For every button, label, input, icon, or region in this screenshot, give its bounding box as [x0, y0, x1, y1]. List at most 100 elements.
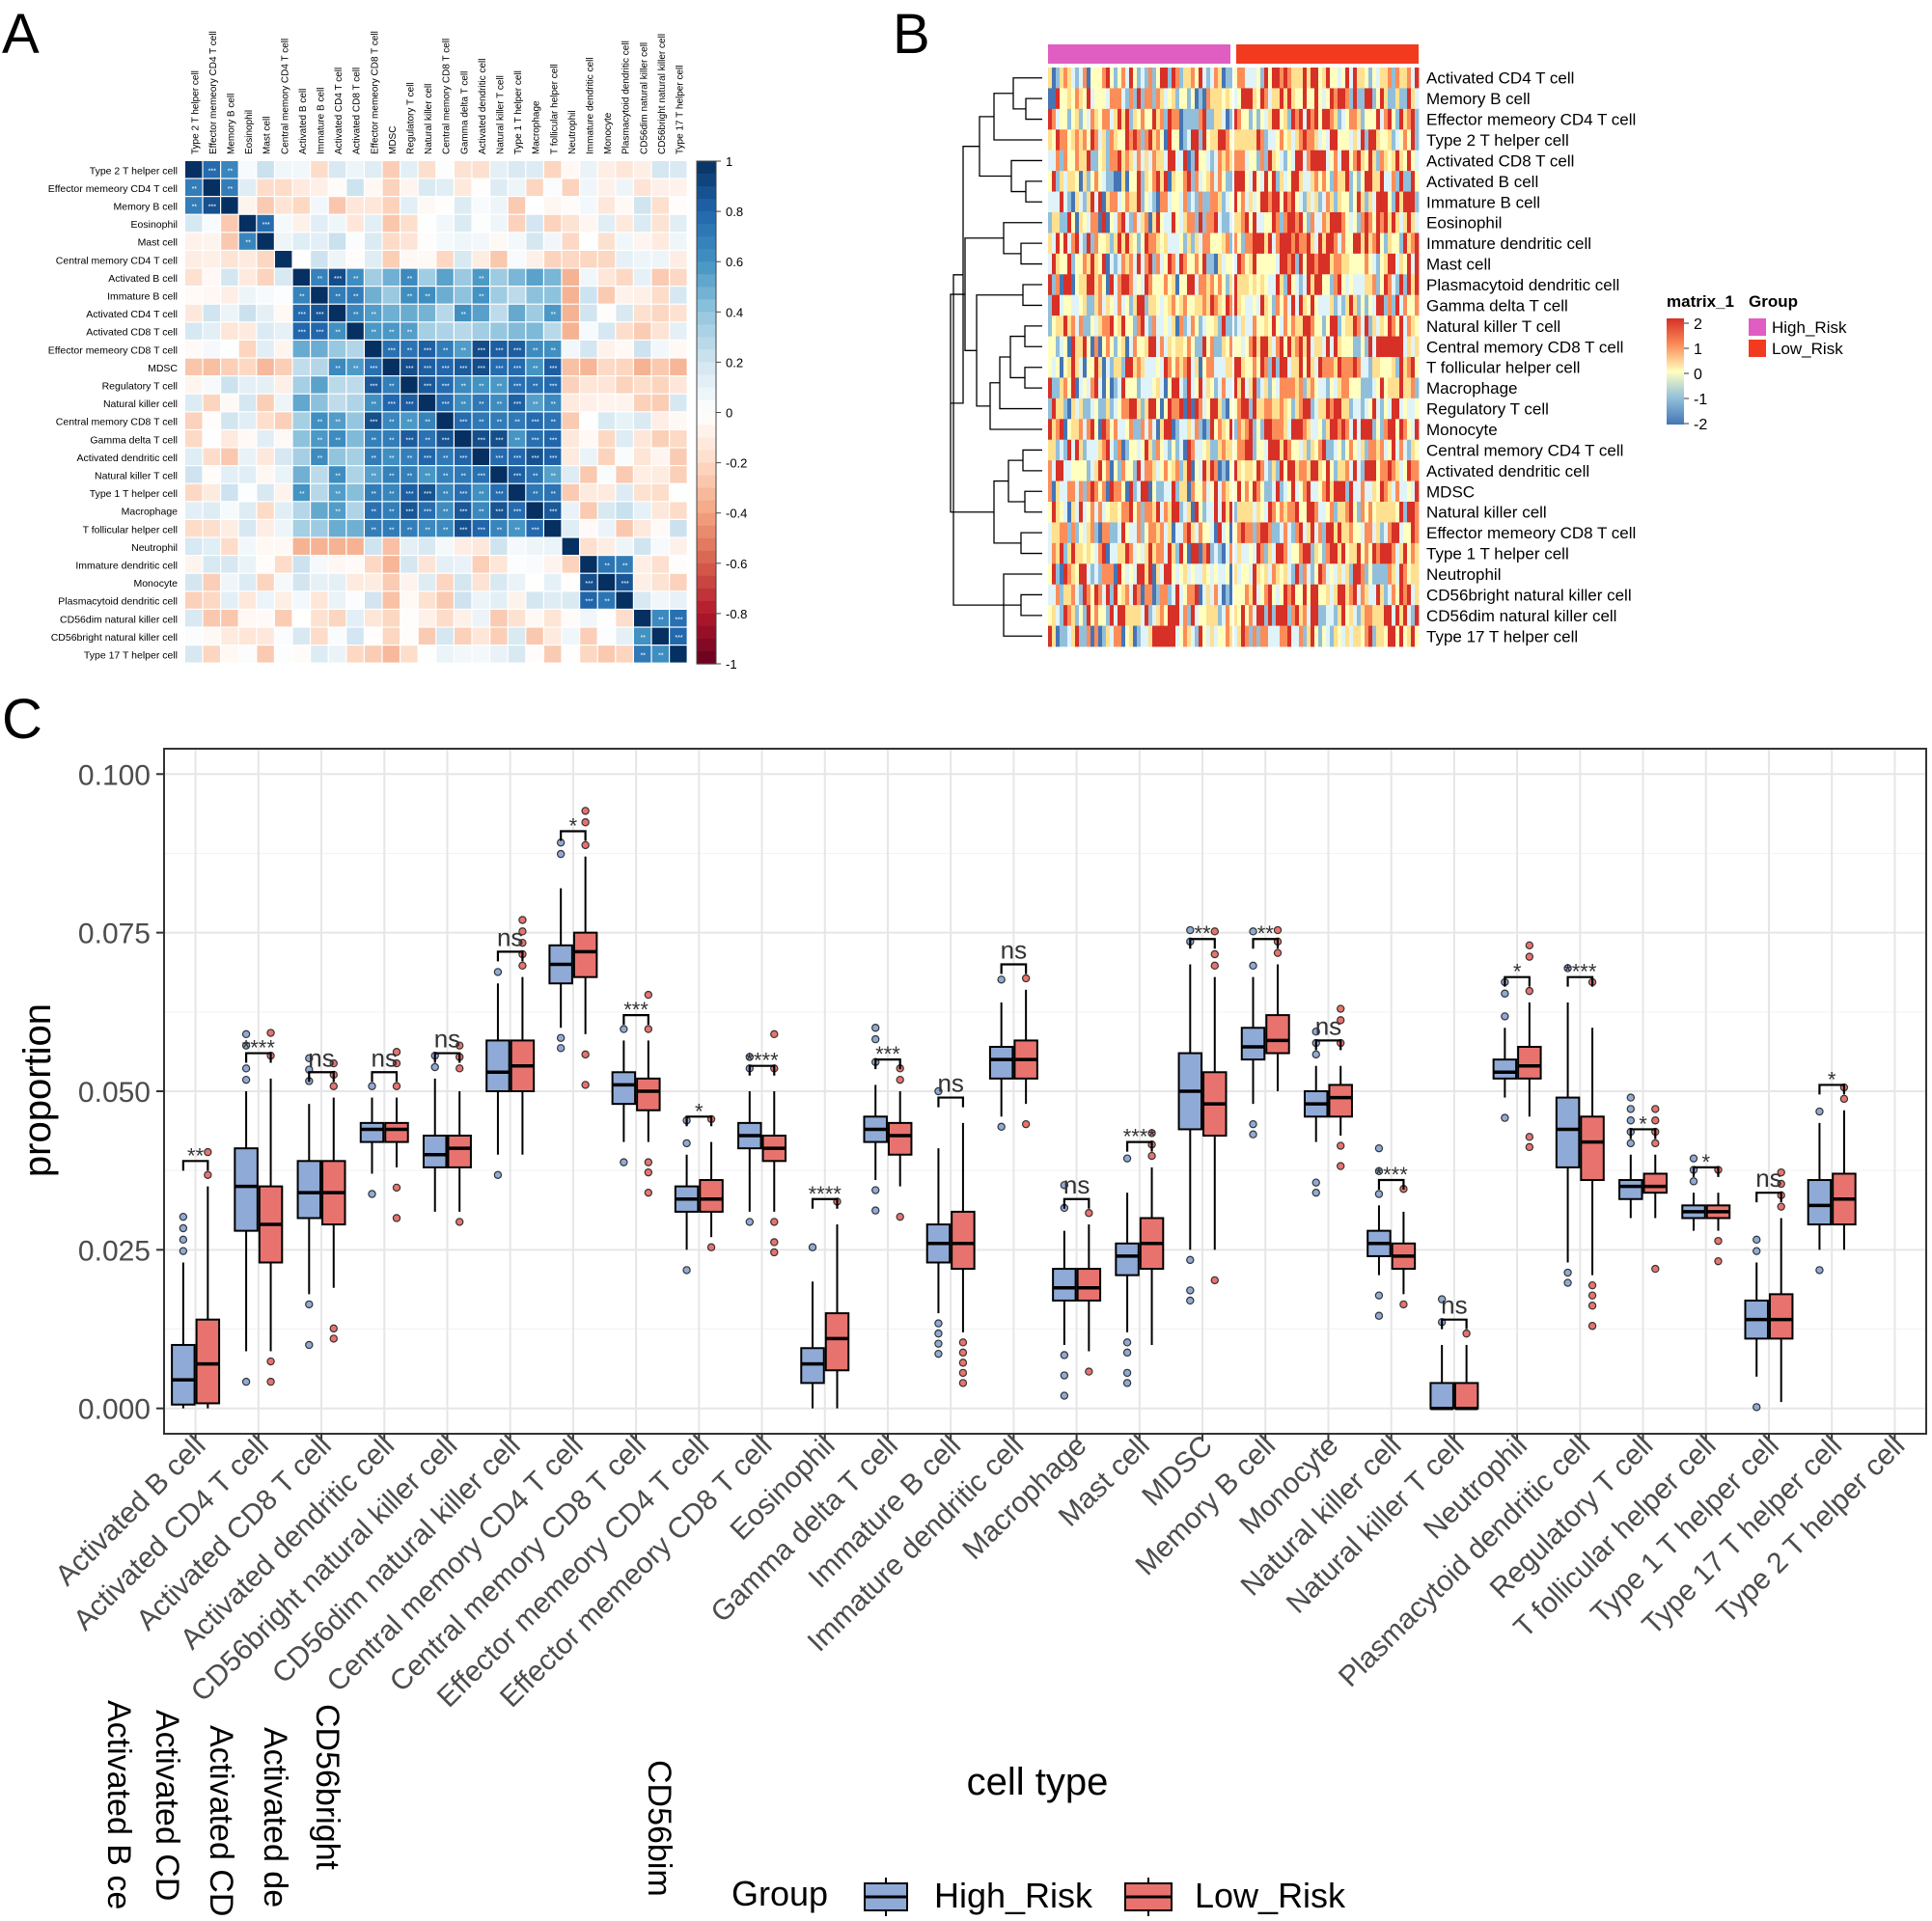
corr-sig-mark: **: [407, 276, 413, 283]
heatmap-cell: [1357, 316, 1362, 337]
heatmap-cell: [1395, 398, 1400, 420]
heatmap-cell: [1118, 377, 1122, 399]
heatmap-cell: [1152, 357, 1157, 378]
heatmap-cell: [1384, 336, 1389, 358]
heatmap-cell: [1361, 68, 1366, 89]
corr-sig-mark: **: [533, 347, 538, 354]
corr-cell: [472, 287, 489, 304]
heatmap-cell: [1206, 233, 1211, 255]
heatmap-cell: [1056, 439, 1061, 461]
heatmap-cell: [1114, 150, 1118, 172]
heatmap-cell: [1202, 191, 1207, 213]
heatmap-cell: [1376, 191, 1381, 213]
corr-cell: [490, 430, 508, 448]
heatmap-cell: [1233, 584, 1238, 606]
box-outlier: [1311, 1188, 1320, 1197]
heatmap-cell: [1137, 398, 1142, 420]
heatmap-cell: [1222, 274, 1227, 296]
heatmap-cell: [1048, 274, 1053, 296]
heatmap-cell: [1307, 171, 1311, 192]
corr-cell: [651, 466, 669, 483]
heatmap-cell: [1341, 625, 1346, 647]
corr-cell: [508, 322, 526, 340]
corr-cell: [203, 161, 220, 178]
corr-sig-mark: **: [228, 168, 234, 175]
heatmap-cell: [1380, 253, 1385, 275]
heatmap-cell: [1164, 563, 1169, 586]
corr-cell: [490, 322, 508, 340]
corr-cell: [580, 502, 597, 519]
heatmap-cell: [1283, 357, 1288, 378]
heatmap-cell: [1253, 212, 1257, 233]
heatmap-cell: [1179, 522, 1184, 544]
heatmap-cell: [1357, 171, 1362, 192]
colorbar-step: [697, 274, 716, 288]
heatmap-cell: [1384, 605, 1389, 626]
heatmap-cell: [1094, 88, 1099, 110]
heatmap-cell: [1268, 460, 1273, 481]
heatmap-cell: [1399, 377, 1404, 399]
box-outlier: [1462, 1329, 1471, 1338]
heatmap-cell: [1226, 398, 1230, 420]
heatmap-cell: [1307, 108, 1311, 130]
heatmap-cell: [1295, 129, 1300, 151]
heatmap-cell: [1148, 584, 1153, 606]
corr-cell: [597, 287, 616, 304]
heatmap-cell: [1083, 88, 1088, 110]
heatmap-cell: [1094, 605, 1099, 626]
corr-cell: [436, 627, 454, 645]
corr-cell: [275, 502, 292, 519]
heatmap-cell: [1253, 605, 1257, 626]
heatmap-cell: [1349, 212, 1354, 233]
heatmap-cell: [1179, 129, 1184, 151]
heatmap-cell: [1268, 419, 1273, 441]
heatmap-cell: [1380, 129, 1385, 151]
corr-column-label: Type 17 T helper cell: [676, 66, 686, 154]
corr-cell: [365, 412, 382, 429]
corr-sig-mark: **: [353, 276, 359, 283]
heatmap-cell: [1311, 171, 1315, 192]
heatmap-cell: [1129, 253, 1134, 275]
corr-cell: [203, 448, 220, 465]
heatmap-cell: [1253, 294, 1257, 316]
group-bar-low-risk: [1236, 44, 1419, 64]
heatmap-cell: [1245, 233, 1250, 255]
box-outlier: [1753, 1235, 1761, 1245]
heatmap-cell: [1172, 439, 1176, 461]
heatmap-cell: [1121, 150, 1126, 172]
corr-cell: [436, 573, 454, 591]
heatmap-cell: [1090, 480, 1095, 503]
corr-cell: [580, 322, 597, 340]
heatmap-cell: [1063, 480, 1068, 503]
heatmap-cell: [1368, 212, 1373, 233]
heatmap-cell: [1118, 460, 1122, 481]
corr-cell: [418, 520, 436, 537]
corr-cell: [526, 161, 543, 178]
corr-cell: [238, 394, 257, 412]
corr-cell: [185, 537, 203, 555]
corr-cell: [275, 520, 292, 537]
heatmap-cell: [1090, 502, 1095, 523]
heatmap-cell: [1145, 584, 1149, 606]
significance-bracket: [371, 1071, 399, 1083]
heatmap-cell: [1311, 150, 1315, 172]
heatmap-cell: [1187, 253, 1192, 275]
heatmap-cell: [1218, 377, 1223, 399]
heatmap-cell: [1245, 522, 1250, 544]
corr-cell: [490, 214, 508, 233]
heatmap-cell: [1164, 542, 1169, 564]
heatmap-cell: [1357, 605, 1362, 626]
heatmap-cell: [1148, 233, 1153, 255]
heatmap-cell: [1330, 88, 1335, 110]
corr-cell: [455, 448, 472, 465]
corr-cell: [257, 430, 274, 448]
heatmap-cell: [1256, 357, 1261, 378]
corr-cell: [455, 268, 472, 286]
corr-sig-mark: ***: [513, 347, 521, 354]
heatmap-cell: [1172, 542, 1176, 564]
corr-cell: [328, 178, 346, 196]
heatmap-row-label: Mast cell: [1426, 256, 1491, 274]
heatmap-cell: [1361, 108, 1366, 130]
heatmap-cell: [1361, 336, 1366, 358]
heatmap-cell: [1345, 522, 1350, 544]
